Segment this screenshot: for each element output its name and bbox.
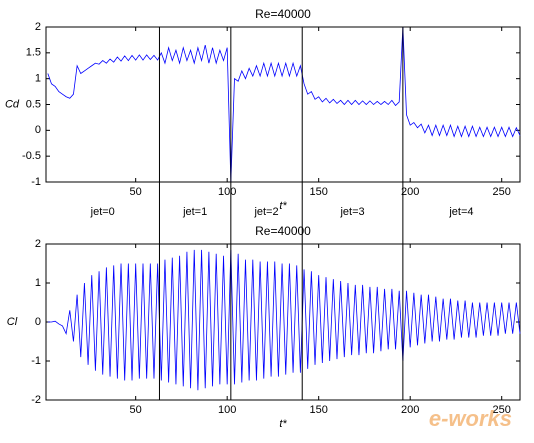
- y-tick-label: -0.5: [22, 150, 41, 162]
- x-tick-label: 250: [493, 404, 511, 416]
- jet-label: jet=1: [182, 206, 207, 218]
- x-tick-label: 100: [218, 186, 236, 198]
- x-axis-label: t*: [279, 418, 287, 430]
- axes-frame: [45, 26, 521, 183]
- y-tick-label: 2: [35, 21, 41, 33]
- x-tick-label: 50: [130, 186, 142, 198]
- y-tick-label: 0: [35, 124, 41, 136]
- x-tick-label: 200: [401, 404, 419, 416]
- y-tick-label: 0: [35, 316, 41, 328]
- x-tick-label: 250: [493, 186, 511, 198]
- chart-title: Re=40000: [255, 7, 311, 21]
- data-line: [47, 249, 521, 391]
- y-tick-label: 1: [35, 73, 41, 85]
- y-tick-label: 1: [35, 277, 41, 289]
- data-line: [47, 26, 521, 183]
- jet-label: jet=0: [90, 206, 115, 218]
- y-tick-label: 0.5: [26, 98, 41, 110]
- x-tick-label: 100: [218, 404, 236, 416]
- y-tick-label: 2: [35, 238, 41, 250]
- x-tick-label: 200: [401, 186, 419, 198]
- y-tick-label: -2: [31, 394, 41, 406]
- chart-title: Re=40000: [255, 224, 311, 238]
- y-axis-label: Cl: [7, 316, 18, 328]
- x-tick-label: 150: [310, 404, 328, 416]
- x-tick-label: 150: [310, 186, 328, 198]
- x-tick-label: 50: [130, 404, 142, 416]
- y-tick-label: -1: [31, 355, 41, 367]
- y-tick-label: -1: [31, 176, 41, 188]
- watermark: e-works: [429, 406, 512, 431]
- jet-label: jet=3: [339, 206, 364, 218]
- jet-label: jet=2: [253, 206, 278, 218]
- y-axis-label: Cd: [5, 98, 20, 110]
- y-tick-label: 1.5: [26, 47, 41, 59]
- x-axis-label: t*: [279, 200, 287, 212]
- jet-label: jet=4: [448, 206, 473, 218]
